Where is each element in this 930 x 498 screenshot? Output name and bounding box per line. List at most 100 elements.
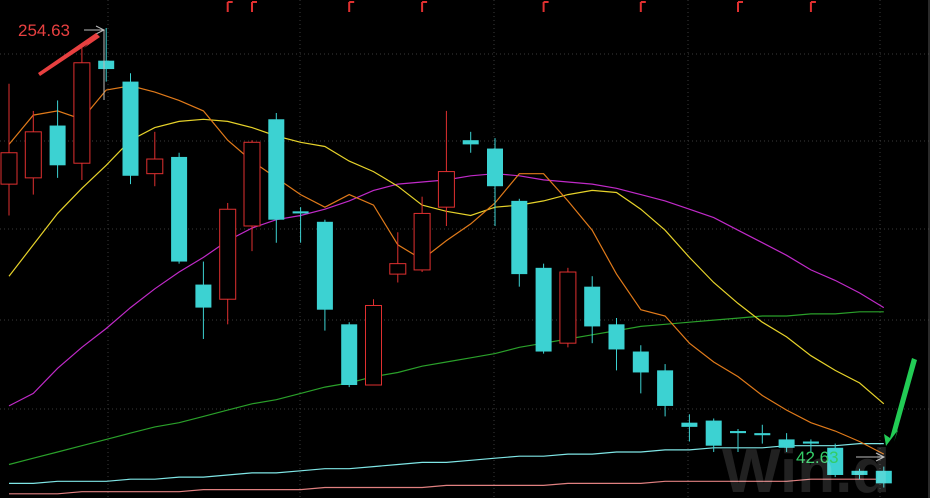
candle-body [219,208,237,300]
candle-2 [49,100,66,178]
candle-body [365,304,382,386]
ma250-line [9,478,884,495]
candle-20 [487,138,503,226]
low-annotation: 42.63 [796,358,917,467]
top-marker-7 [809,1,816,12]
candle-body [292,211,309,214]
candle-14 [341,322,358,388]
ma60-line [8,311,884,466]
high-value-label: 254.63 [18,21,70,40]
candle-body [49,125,66,166]
candle-26 [632,345,649,394]
candle-32 [778,433,795,452]
candle-19 [462,131,479,153]
candle-body [98,60,115,70]
candle-30 [730,428,746,452]
candle-1 [24,110,42,195]
candle-body [778,439,795,448]
low-value-label: 42.63 [796,448,839,467]
high-arrow-head [95,25,106,35]
top-marker-6 [737,1,743,12]
candle-body [316,221,333,310]
candle-11 [268,112,285,243]
candle-4 [98,27,115,82]
candle-22 [535,263,552,354]
candle-body [268,119,285,220]
candle-body [511,200,528,275]
candles [0,27,892,488]
top-marker-4 [542,1,549,12]
candle-10 [243,140,261,252]
candle-body [243,141,261,227]
candle-34 [827,443,844,478]
candle-body [341,324,358,386]
candle-body [632,351,649,373]
annotations: 254.63 42.63 Win.d [18,21,917,498]
candle-0 [0,83,18,216]
candle-24 [584,276,601,344]
candle-body [122,81,139,176]
candle-7 [171,152,188,264]
candle-13 [316,219,333,331]
candle-35 [851,468,868,480]
candle-body [437,171,455,208]
candle-29 [705,418,722,452]
candle-body [657,370,674,406]
candle-body [195,284,212,308]
candle-3 [73,48,91,180]
candle-body [705,420,722,446]
top-marker-5 [639,1,646,12]
high-pointer-arrow [38,33,100,76]
candle-18 [437,110,455,226]
candle-body [171,156,188,262]
high-annotation: 254.63 [18,21,106,100]
candle-33 [802,439,819,452]
ma5-line [8,85,885,455]
candle-21 [511,198,528,287]
candle-9 [219,202,237,325]
candle-28 [681,414,698,442]
candle-6 [146,131,164,187]
candle-body [146,158,164,175]
top-marker-2 [348,1,355,12]
candle-5 [122,73,139,185]
candle-36 [875,466,892,488]
candle-body [0,152,18,185]
candle-8 [195,261,212,339]
candle-body [535,267,552,352]
candle-body [875,470,892,484]
top-marker-0 [226,1,233,12]
candle-15 [365,299,382,386]
candle-body [681,422,698,427]
candle-body [802,441,819,444]
candle-23 [559,267,577,348]
candle-25 [608,318,625,371]
top-marker-3 [421,1,428,12]
candle-body [413,212,431,271]
top-marker-1 [251,1,257,12]
candle-body [73,62,91,164]
candle-body [584,286,601,327]
candle-body [559,271,577,344]
candle-body [487,148,503,187]
candle-body [754,433,771,436]
low-arrow-head [875,452,886,462]
top-markers [226,1,816,12]
candle-body [730,431,746,434]
candle-body [462,140,479,145]
candle-17 [413,196,431,273]
candle-27 [657,364,674,417]
candle-body [851,470,868,475]
watermark: Win.d [722,437,890,498]
candle-body [389,263,407,275]
candle-16 [389,232,407,283]
candle-body [24,131,42,179]
candle-12 [292,207,309,243]
low-pointer-arrow [884,358,917,446]
candle-body [608,324,625,350]
candle-body [827,447,844,475]
candle-31 [754,424,771,444]
